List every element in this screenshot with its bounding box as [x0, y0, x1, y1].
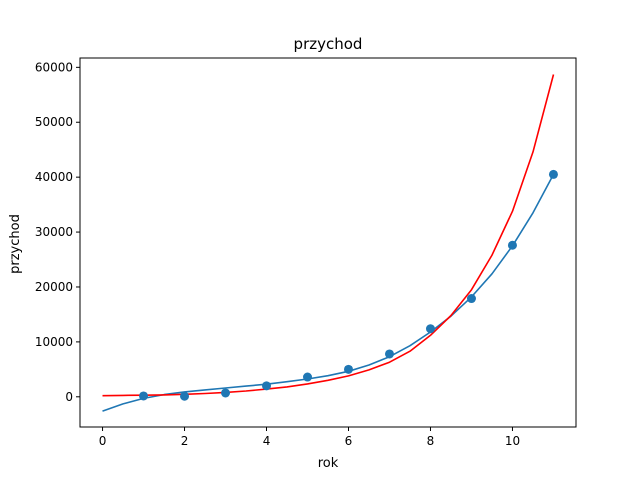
data-point	[384, 349, 394, 359]
y-tick-label: 30000	[35, 225, 73, 239]
y-tick-label: 40000	[35, 170, 73, 184]
data-point	[548, 169, 558, 179]
y-tick-label: 20000	[35, 280, 73, 294]
data-point	[139, 391, 149, 401]
data-point	[507, 240, 517, 250]
y-tick-label: 50000	[35, 115, 73, 129]
x-tick-label: 2	[181, 434, 189, 448]
x-tick-label: 0	[99, 434, 107, 448]
x-tick-label: 4	[263, 434, 271, 448]
data-point	[262, 381, 272, 391]
data-point	[343, 364, 353, 374]
data-point	[180, 391, 190, 401]
chart-title: przychod	[294, 35, 363, 53]
plot-frame	[79, 57, 577, 428]
y-tick-label: 10000	[35, 335, 73, 349]
y-tick-label: 0	[65, 390, 73, 404]
x-axis-title: rok	[318, 456, 339, 471]
x-tick-label: 6	[345, 434, 353, 448]
data-point	[466, 294, 476, 304]
y-tick-label: 60000	[35, 60, 73, 74]
data-point	[425, 324, 435, 334]
fit-line-exponential	[102, 74, 555, 397]
data-point	[303, 372, 313, 382]
fit-line-polynomial	[102, 174, 555, 412]
x-tick-label: 8	[427, 434, 435, 448]
ticks-layer: 0 2 4 6 8 10 0 10000 20000 30000 40000 50000 60000	[35, 60, 520, 448]
y-axis-title: przychod	[8, 214, 23, 274]
data-point	[221, 388, 231, 398]
plot-layer	[102, 74, 558, 412]
x-tick-label: 10	[505, 434, 520, 448]
